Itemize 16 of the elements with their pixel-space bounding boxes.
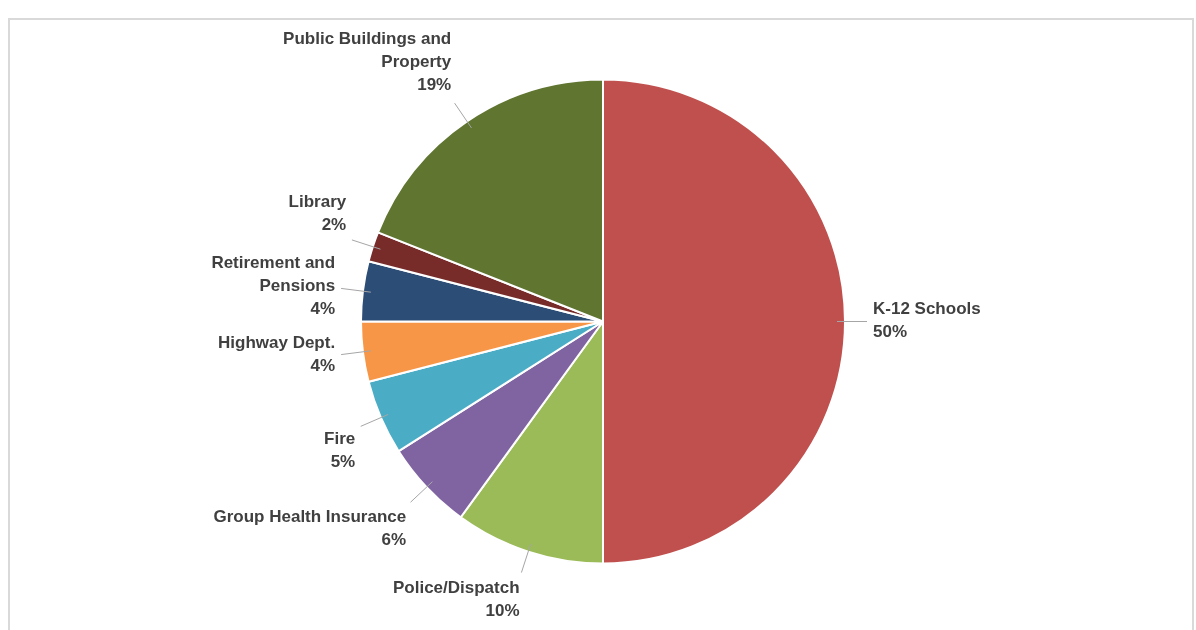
data-label: 4%: [310, 299, 336, 319]
data-label: 6%: [381, 529, 407, 549]
slice-label: Public Buildings and Property: [283, 29, 452, 72]
data-label: 19%: [417, 75, 452, 95]
slice-label: Highway Dept.: [218, 332, 336, 352]
slice-label: Library: [288, 192, 347, 212]
slice-label: Fire: [324, 428, 356, 448]
data-label: 5%: [330, 451, 356, 471]
slice-label: Police/Dispatch: [392, 578, 520, 598]
data-label: 2%: [321, 215, 347, 235]
data-label: 10%: [485, 601, 520, 621]
slice-label: Group Health Insurance: [213, 506, 407, 526]
slice-label: Retirement and Pensions: [211, 253, 336, 296]
slice-label: K-12 Schools: [873, 298, 981, 318]
data-label: 4%: [310, 355, 336, 375]
data-label: 50%: [873, 321, 908, 341]
